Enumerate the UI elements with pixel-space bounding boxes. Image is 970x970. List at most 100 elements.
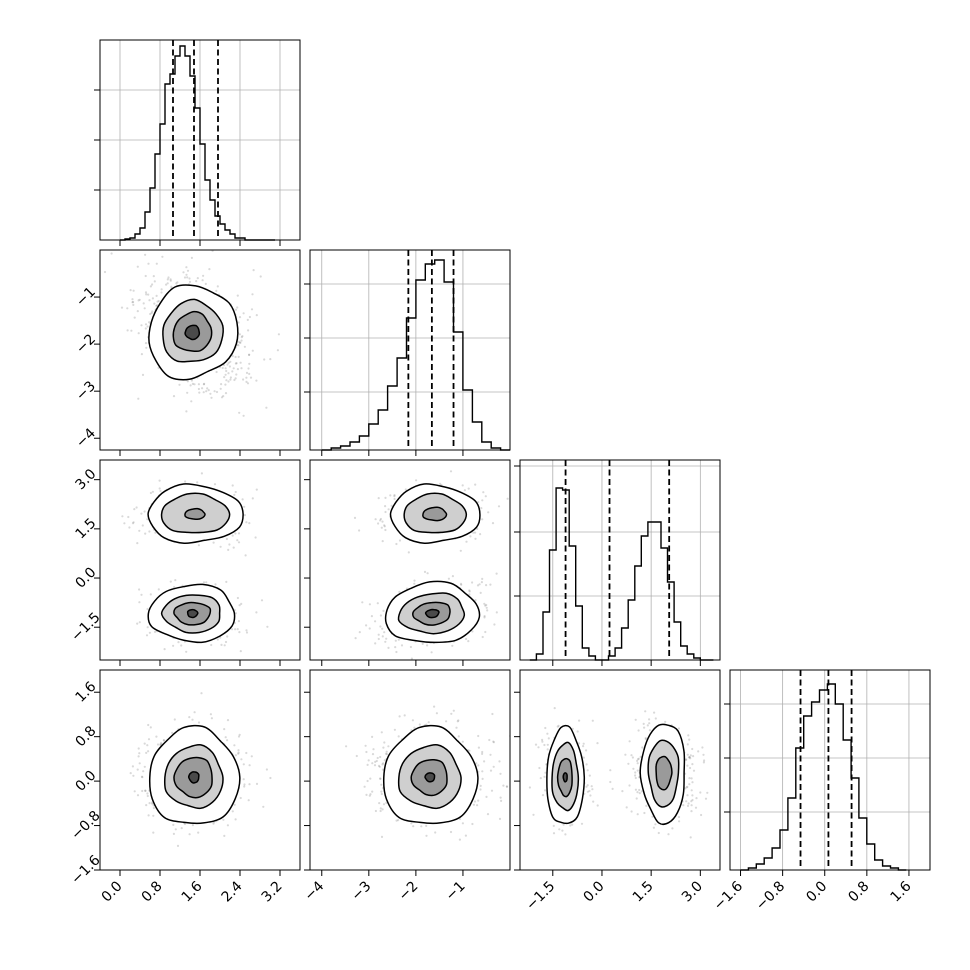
sample-point [138, 752, 141, 755]
sample-point [677, 727, 680, 730]
sample-point [127, 515, 130, 519]
sample-point [687, 802, 690, 805]
joint-panel-3-2-contour [655, 755, 673, 791]
sample-point [473, 800, 477, 803]
sample-point [686, 743, 689, 746]
sample-point [372, 748, 375, 751]
sample-point [156, 304, 159, 307]
sample-point [538, 766, 541, 770]
joint-panel-3-2-contour [639, 723, 686, 825]
sample-point [377, 522, 380, 525]
sample-point [266, 625, 269, 628]
sample-point [543, 743, 546, 747]
sample-point [635, 797, 638, 800]
sample-point [248, 783, 251, 786]
sample-point [242, 778, 245, 781]
sample-point [151, 310, 154, 313]
sample-point [383, 741, 386, 744]
joint-panel-2-0-density-fill [187, 609, 198, 618]
sample-point [219, 545, 222, 548]
sample-point [224, 736, 227, 739]
sample-point [251, 293, 254, 296]
y-tick-label: −3 [73, 378, 99, 404]
sample-point [628, 740, 631, 743]
sample-point [544, 789, 547, 792]
sample-point [468, 749, 471, 752]
sample-point [423, 570, 427, 573]
sample-point [381, 627, 384, 630]
sample-point [688, 756, 691, 759]
sample-point [490, 789, 494, 792]
sample-point [385, 753, 388, 756]
sample-point [147, 262, 150, 265]
y-tick-label: 0.0 [72, 565, 99, 592]
sample-point [580, 822, 584, 825]
sample-point [145, 804, 148, 807]
sample-point [210, 717, 213, 720]
sample-point [237, 620, 240, 623]
sample-point [382, 746, 385, 749]
sample-point [247, 329, 250, 332]
sample-point [237, 735, 241, 738]
sample-point [691, 794, 694, 797]
sample-point [212, 541, 215, 544]
joint-panel-2-1-contour [397, 592, 466, 635]
sample-point [219, 387, 222, 390]
sample-point [129, 289, 132, 292]
sample-point [138, 762, 141, 765]
sample-point [636, 759, 639, 762]
sample-point [379, 519, 382, 522]
panel-3-0 [94, 669, 301, 876]
sample-point [240, 336, 243, 339]
sample-point [378, 802, 381, 805]
sample-point [195, 280, 198, 283]
sample-point [133, 316, 136, 319]
sample-point [632, 767, 635, 770]
panel-1-0 [94, 249, 301, 456]
sample-point [238, 333, 241, 336]
sample-point [146, 626, 149, 629]
sample-point [158, 487, 161, 490]
sample-point [365, 750, 368, 754]
panel-2-0 [94, 459, 301, 666]
sample-point [201, 387, 204, 390]
joint-panel-3-2-frame [519, 669, 721, 871]
sample-point [413, 582, 416, 585]
sample-point [695, 797, 698, 800]
sample-point [146, 794, 149, 798]
sample-point [582, 745, 585, 748]
joint-panel-2-1-contour [403, 492, 468, 534]
sample-point [691, 747, 694, 751]
sample-point [157, 299, 160, 303]
sample-point [190, 256, 193, 259]
joint-panel-3-2-contour [556, 757, 573, 798]
sample-point [427, 721, 430, 724]
sample-point [186, 269, 190, 272]
sample-point [499, 772, 502, 775]
sample-point [476, 584, 480, 587]
sample-point [189, 384, 192, 387]
sample-point [221, 366, 224, 370]
sample-point [664, 720, 667, 723]
sample-point [172, 644, 175, 647]
sample-point [468, 589, 471, 592]
sample-point [640, 790, 643, 793]
sample-point [564, 833, 567, 836]
sample-point [162, 739, 165, 742]
sample-point [383, 759, 386, 762]
sample-point [247, 799, 250, 802]
sample-point [469, 535, 472, 538]
joint-panel-3-0-density-fill [188, 771, 199, 783]
sample-point [384, 640, 387, 643]
sample-point [169, 278, 172, 281]
sample-point [238, 631, 241, 634]
sample-point [213, 390, 216, 393]
sample-point [395, 650, 398, 654]
x-tick-label: 1.5 [630, 878, 657, 905]
sample-point [224, 640, 228, 644]
sample-point [641, 746, 644, 749]
sample-point [481, 770, 484, 773]
sample-point [223, 834, 226, 837]
sample-point [384, 505, 387, 508]
sample-point [149, 285, 152, 288]
